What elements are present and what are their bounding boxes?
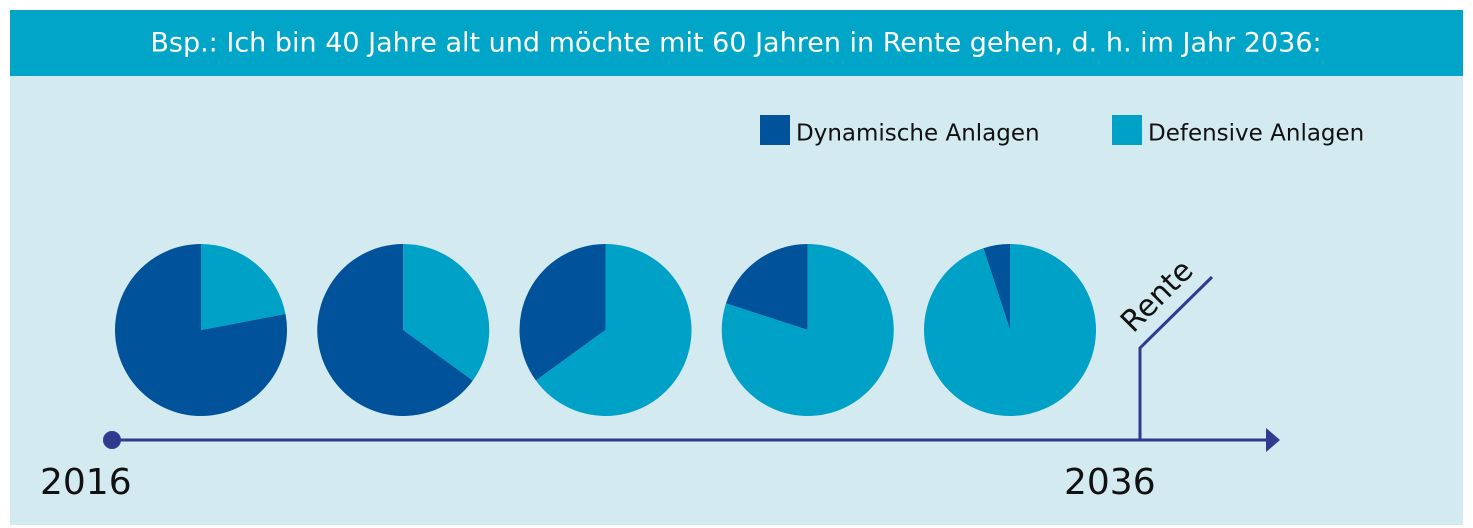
title: Bsp.: Ich bin 40 Jahre alt und möchte mi… [150,28,1321,59]
timeline-start-dot [103,431,121,449]
pie-slice [535,244,692,417]
legend-label: Dynamische Anlagen [796,121,1040,147]
timeline-arrow [1266,428,1280,452]
pie-slice [983,244,1010,330]
pie-slice [403,244,490,381]
pie-slice [725,244,808,330]
pie-slice [201,244,286,330]
legend-swatch [1112,115,1142,145]
pie-slice [317,244,473,417]
pie-slice [519,244,606,381]
pie-slice [924,244,1096,416]
header-bar [10,10,1463,76]
legend-swatch [760,115,790,145]
start-year: 2016 [40,462,132,503]
legend-label: Defensive Anlagen [1148,121,1364,147]
pie-slice [721,244,894,416]
end-year: 2036 [1064,462,1156,503]
retirement-marker [1138,275,1214,440]
